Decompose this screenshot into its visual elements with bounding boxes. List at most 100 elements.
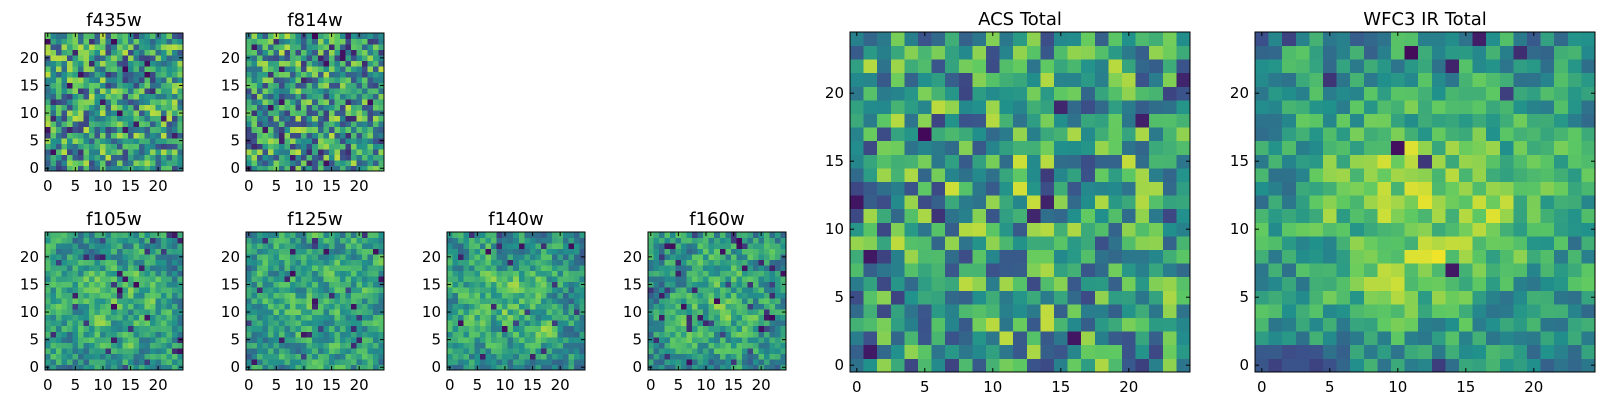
heatmap-cell bbox=[1040, 154, 1055, 169]
heatmap-cell bbox=[133, 347, 140, 354]
heatmap-cell bbox=[452, 320, 459, 327]
heatmap-cell bbox=[877, 45, 892, 60]
heatmap-cell bbox=[513, 303, 520, 310]
heatmap-cell bbox=[105, 55, 112, 61]
heatmap-cell bbox=[295, 353, 302, 360]
heatmap-cell bbox=[562, 309, 569, 316]
heatmap-cell bbox=[877, 113, 892, 128]
heatmap-cell bbox=[257, 165, 263, 172]
heatmap-cell bbox=[1149, 222, 1164, 237]
heatmap-cell bbox=[1527, 168, 1541, 182]
heatmap-cell bbox=[664, 320, 671, 327]
heatmap-cell bbox=[1323, 222, 1337, 237]
heatmap-cell bbox=[372, 38, 379, 45]
heatmap-cell bbox=[372, 33, 379, 39]
heatmap-cell bbox=[1054, 181, 1068, 196]
axes-frame bbox=[849, 31, 1191, 373]
heatmap-cell bbox=[166, 259, 173, 266]
heatmap-cell bbox=[89, 115, 96, 122]
heatmap-cell bbox=[518, 331, 525, 338]
heatmap-cell bbox=[273, 110, 280, 117]
heatmap-cell bbox=[177, 347, 184, 354]
x-tick-label: 5 bbox=[272, 177, 282, 195]
heatmap-cell bbox=[78, 336, 85, 343]
heatmap-cell bbox=[780, 314, 787, 321]
heatmap-cell bbox=[284, 309, 291, 316]
heatmap-cell bbox=[138, 276, 145, 283]
heatmap-cell bbox=[301, 49, 308, 56]
heatmap-cell bbox=[138, 336, 145, 343]
heatmap-cell bbox=[334, 132, 341, 139]
heatmap-cell bbox=[557, 353, 564, 360]
heatmap-cell bbox=[763, 342, 770, 349]
heatmap-cell bbox=[1067, 236, 1082, 250]
heatmap-cell bbox=[1108, 222, 1123, 237]
heatmap-cell bbox=[1336, 195, 1351, 210]
heatmap-cell bbox=[246, 115, 252, 122]
heatmap-cell bbox=[681, 325, 688, 332]
heatmap-cell bbox=[367, 364, 374, 371]
heatmap-cell bbox=[171, 259, 178, 266]
heatmap-cell bbox=[664, 364, 671, 371]
heatmap-cell bbox=[507, 325, 514, 332]
heatmap-cell bbox=[284, 314, 291, 321]
heatmap-cell bbox=[904, 72, 919, 87]
heatmap-cell bbox=[469, 303, 475, 310]
heatmap-cell bbox=[45, 88, 51, 95]
heatmap-cell bbox=[345, 347, 352, 354]
heatmap-cell bbox=[697, 336, 704, 343]
heatmap-cell bbox=[350, 165, 357, 172]
heatmap-cell bbox=[273, 121, 280, 128]
heatmap-cell bbox=[502, 314, 509, 321]
heatmap-cell bbox=[56, 88, 62, 95]
heatmap-cell bbox=[372, 77, 379, 84]
heatmap-cell bbox=[323, 358, 330, 365]
heatmap-cell bbox=[361, 104, 368, 111]
heatmap-cell bbox=[89, 154, 96, 161]
heatmap-cell bbox=[736, 298, 743, 305]
heatmap-cell bbox=[1282, 344, 1297, 359]
heatmap-cell bbox=[458, 320, 464, 327]
heatmap-cell bbox=[1094, 290, 1109, 305]
heatmap-cell bbox=[686, 276, 693, 283]
heatmap-cell bbox=[251, 55, 258, 61]
heatmap-cell bbox=[1377, 358, 1392, 373]
heatmap-cell bbox=[257, 82, 263, 89]
heatmap-cell bbox=[1295, 304, 1310, 318]
heatmap-cell bbox=[1255, 276, 1269, 291]
heatmap-cell bbox=[540, 347, 547, 354]
heatmap-cell bbox=[524, 309, 531, 316]
heatmap-cell bbox=[72, 38, 79, 45]
heatmap-cell bbox=[246, 148, 252, 155]
heatmap-cell bbox=[372, 55, 379, 61]
heatmap-cell bbox=[986, 290, 1000, 305]
heatmap-cell bbox=[138, 77, 145, 84]
heatmap-cell bbox=[345, 93, 352, 100]
heatmap-cell bbox=[1431, 181, 1446, 196]
heatmap-cell bbox=[83, 364, 90, 371]
heatmap-cell bbox=[177, 237, 184, 244]
heatmap-cell bbox=[1336, 290, 1351, 305]
heatmap-cell bbox=[89, 303, 96, 310]
heatmap-cell bbox=[1081, 222, 1096, 237]
heatmap-cell bbox=[469, 314, 475, 321]
heatmap-cell bbox=[1336, 168, 1351, 182]
heatmap-cell bbox=[714, 254, 721, 260]
heatmap-cell bbox=[328, 259, 335, 266]
heatmap-cell bbox=[361, 126, 368, 133]
heatmap-cell bbox=[89, 364, 96, 371]
heatmap-cell bbox=[1350, 236, 1365, 250]
heatmap-cell bbox=[78, 55, 85, 61]
heatmap-cell bbox=[1081, 86, 1096, 101]
heatmap-cell bbox=[78, 331, 85, 338]
heatmap-cell bbox=[664, 298, 671, 305]
heatmap-cell bbox=[1040, 59, 1055, 74]
heatmap-cell bbox=[246, 325, 252, 332]
heatmap-cell bbox=[138, 287, 145, 294]
heatmap-cell bbox=[1268, 276, 1283, 291]
heatmap-cell bbox=[1350, 154, 1365, 169]
heatmap-cell bbox=[659, 336, 665, 343]
heatmap-cell bbox=[1295, 276, 1310, 291]
heatmap-cell bbox=[83, 342, 90, 349]
heatmap-cell bbox=[83, 243, 90, 249]
